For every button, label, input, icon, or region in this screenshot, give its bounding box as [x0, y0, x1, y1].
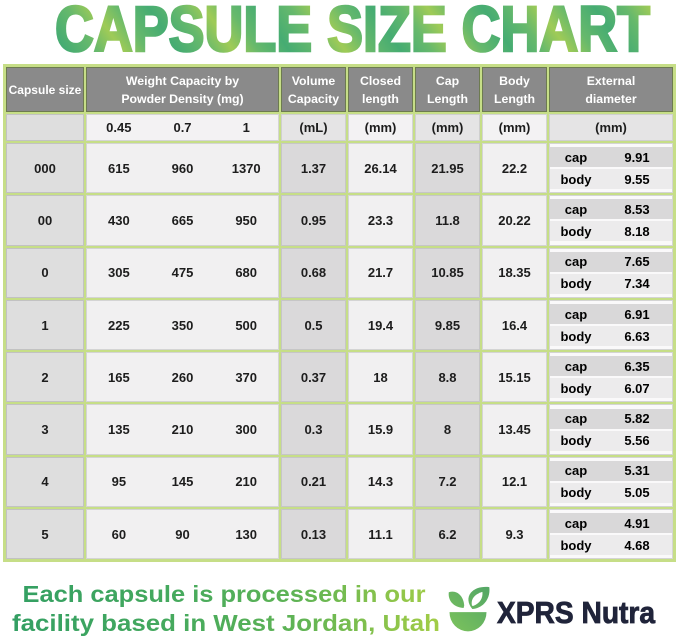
- svg-text:XPRS Nutra: XPRS Nutra: [497, 595, 656, 630]
- svg-text:CAPSULE SIZE CHART: CAPSULE SIZE CHART: [55, 0, 650, 62]
- svg-text:facility based in West Jordan,: facility based in West Jordan, Utah: [12, 610, 440, 636]
- svg-text:Each capsule is processed in o: Each capsule is processed in our: [23, 581, 426, 607]
